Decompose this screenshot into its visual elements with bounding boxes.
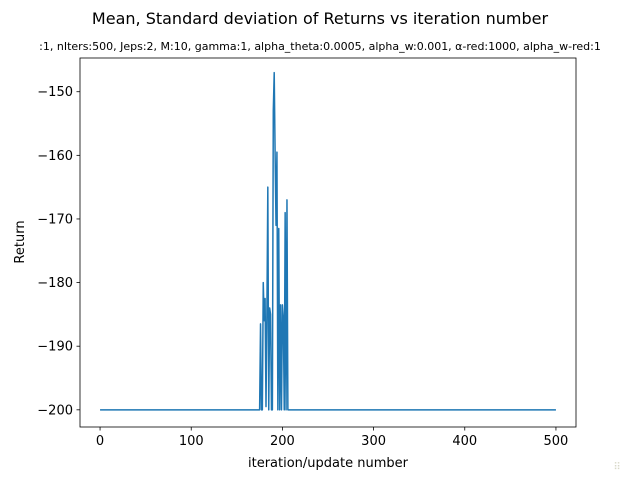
y-tick-label: −150 xyxy=(37,85,73,100)
x-tick-label: 400 xyxy=(452,434,477,449)
x-tick-label: 500 xyxy=(544,434,569,449)
y-tick-label: −170 xyxy=(37,212,73,227)
y-tick-label: −190 xyxy=(37,340,73,355)
y-axis-label: Return xyxy=(13,220,28,263)
x-axis-ticks: 0 100 200 300 400 500 xyxy=(96,427,568,449)
x-tick-label: 0 xyxy=(96,434,104,449)
x-tick-label: 300 xyxy=(361,434,386,449)
series-layer xyxy=(100,71,556,411)
series-line-0 xyxy=(100,71,556,411)
y-tick-label: −160 xyxy=(37,149,73,164)
y-tick-label: −180 xyxy=(37,276,73,291)
plot-frame xyxy=(79,57,577,428)
chart-title: Mean, Standard deviation of Returns vs i… xyxy=(92,9,549,28)
corner-watermark: ⠿ xyxy=(613,462,620,473)
y-tick-label: −200 xyxy=(37,403,73,418)
y-axis-ticks: −200 −190 −180 −170 −160 −150 xyxy=(37,85,80,418)
x-tick-label: 200 xyxy=(270,434,295,449)
plot-area xyxy=(80,58,576,427)
x-tick-label: 100 xyxy=(179,434,204,449)
chart-subtitle: :1, nIters:500, Jeps:2, M:10, gamma:1, a… xyxy=(39,40,601,53)
x-axis-label: iteration/update number xyxy=(248,456,409,471)
